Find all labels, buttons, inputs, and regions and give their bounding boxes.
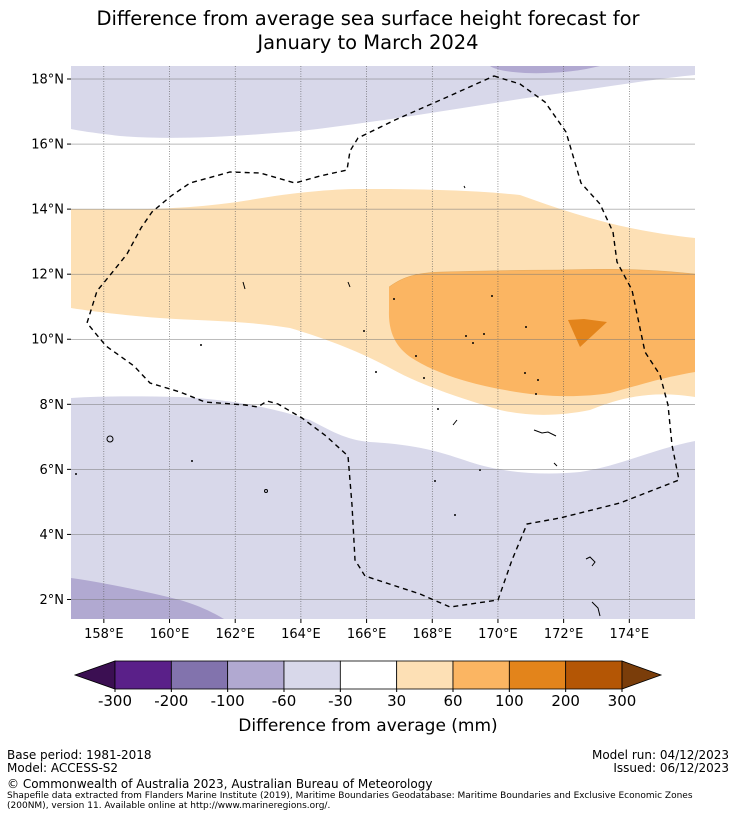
x-tick-label-162: 162°E: [215, 627, 255, 642]
colorbar-segment-6: [452, 660, 510, 690]
colorbar-level-label-0: -300: [98, 692, 132, 710]
colorbar-segment-4: [339, 660, 398, 690]
map-gridlines: [71, 66, 695, 619]
island-dots: [75, 295, 539, 516]
island-outlines: [106, 185, 601, 617]
x-tick-label-172: 172°E: [544, 627, 584, 642]
x-tick-label-174: 174°E: [610, 627, 650, 642]
colorbar-level-label-4: -30: [328, 692, 353, 710]
y-tick-label-16: 16°N: [31, 138, 64, 153]
colorbar-level-label-8: 200: [551, 692, 580, 710]
y-tick-label-12: 12°N: [31, 268, 64, 283]
colorbar-segment-3: [283, 660, 341, 690]
y-tick-label-2: 2°N: [40, 593, 65, 608]
x-tick-label-166: 166°E: [347, 627, 387, 642]
x-tick-label-170: 170°E: [478, 627, 518, 642]
x-tick-label-158: 158°E: [84, 627, 124, 642]
colorbar-level-label-3: -60: [272, 692, 297, 710]
model-run-text: Model run: 04/12/2023: [591, 748, 729, 762]
map-plot-area: [71, 66, 695, 619]
y-tick-label-8: 8°N: [40, 398, 65, 413]
contour-orange-region: [388, 269, 695, 397]
contour-dark-orange-patch: [568, 319, 607, 347]
colorbar-segment-0: [114, 660, 172, 690]
colorbar-segment-5: [396, 660, 454, 690]
base-period-text: Base period: 1981-2018: [7, 748, 152, 762]
colorbar-level-label-7: 100: [495, 692, 524, 710]
footer-right: Model run: 04/12/2023 Issued: 06/12/2023: [592, 749, 729, 775]
x-tick-label-164: 164°E: [281, 627, 321, 642]
issued-text: Issued: 06/12/2023: [613, 761, 729, 775]
colorbar-over-arrow: [621, 660, 663, 690]
colorbar-level-label-5: 30: [387, 692, 406, 710]
colorbar-segment-1: [170, 660, 229, 690]
copyright-text: © Commonwealth of Australia 2023, Austra…: [7, 777, 433, 791]
contour-southwest-lower: [71, 578, 224, 619]
contour-south-low: [71, 396, 695, 619]
y-tick-label-10: 10°N: [31, 333, 64, 348]
x-tick-label-160: 160°E: [150, 627, 190, 642]
colorbar-level-label-9: 300: [608, 692, 637, 710]
y-tick-label-6: 6°N: [40, 463, 65, 478]
contour-north-low: [71, 66, 695, 138]
y-tick-label-18: 18°N: [31, 73, 64, 88]
shapefile-credit-text: Shapefile data extracted from Flanders M…: [7, 791, 693, 811]
colorbar-level-label-6: 60: [443, 692, 462, 710]
x-tick-label-168: 168°E: [412, 627, 452, 642]
model-text: Model: ACCESS-S2: [7, 761, 119, 775]
colorbar-label: Difference from average (mm): [238, 716, 498, 736]
contour-outline-orange: [388, 269, 695, 288]
y-tick-label-14: 14°N: [31, 203, 64, 218]
chart-title-line-2: January to March 2024: [257, 31, 479, 54]
y-tick-label-4: 4°N: [40, 528, 65, 543]
colorbar-segment-2: [227, 660, 285, 690]
colorbar-level-label-2: -100: [211, 692, 245, 710]
chart-title: Difference from average sea surface heig…: [0, 7, 736, 55]
map-axes: 158°E 160°E 162°E 164°E 166°E 168°E 170°E 172°E…: [31, 73, 649, 642]
colorbar-segment-7: [508, 660, 567, 690]
chart-title-line-1: Difference from average sea surface heig…: [96, 7, 640, 30]
colorbar-level-label-1: -200: [154, 692, 188, 710]
contour-north-lower: [490, 66, 600, 74]
colorbar: -300 -200 -100 -60 -30 30 60 100 200 300: [73, 660, 663, 710]
colorbar-under-arrow: [73, 660, 116, 690]
footer-left: Base period: 1981-2018 Model: ACCESS-S2: [7, 749, 152, 775]
colorbar-segment-8: [565, 660, 623, 690]
